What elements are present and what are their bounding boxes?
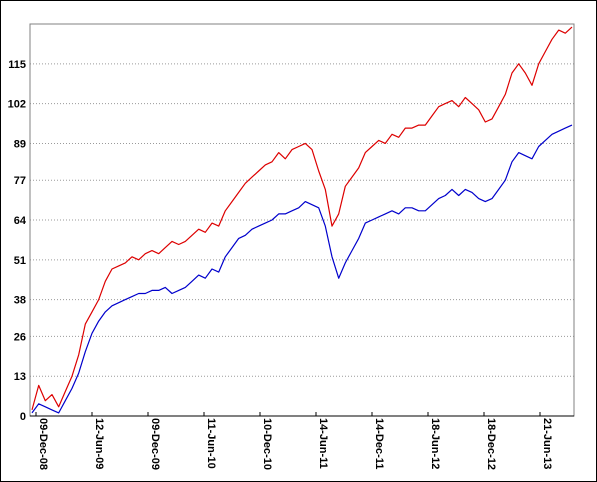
x-axis-ticks: 09-Dec-08 12-Jun-09 09-Dec-09 11-Jun-10 10-D…	[35, 412, 553, 470]
y-tick-label: 115	[8, 59, 26, 71]
y-tick-label: 77	[14, 175, 26, 187]
y-axis-ticks: 0 13 26 38 51 64 77 89 102 115	[8, 59, 27, 423]
x-tick-label: 12-Jun-09	[93, 418, 105, 469]
y-tick-label: 64	[14, 215, 27, 227]
y-tick-label: 51	[14, 255, 26, 267]
y-tick-label: 102	[8, 99, 26, 111]
x-tick-label: 14-Dec-11	[373, 418, 385, 469]
x-tick-label: 10-Dec-10	[261, 418, 273, 470]
y-tick-label: 89	[14, 138, 26, 150]
y-tick-label: 26	[14, 331, 26, 343]
series-line-red	[31, 26, 573, 411]
x-tick-label: 09-Dec-09	[149, 418, 161, 470]
x-tick-label: 21-Jun-13	[541, 418, 553, 469]
series-line-blue	[31, 124, 573, 414]
series-lines	[31, 26, 573, 414]
y-tick-label: 0	[20, 411, 26, 423]
y-tick-label: 13	[14, 371, 26, 383]
y-tick-label: 38	[14, 295, 26, 307]
gridlines	[30, 63, 574, 377]
x-tick-label: 11-Jun-10	[205, 418, 217, 469]
x-tick-label: 14-Jun-11	[317, 418, 329, 469]
x-tick-label: 18-Dec-12	[485, 418, 497, 470]
x-tick-label: 09-Dec-08	[37, 418, 49, 470]
x-tick-label: 18-Jun-12	[429, 418, 441, 469]
